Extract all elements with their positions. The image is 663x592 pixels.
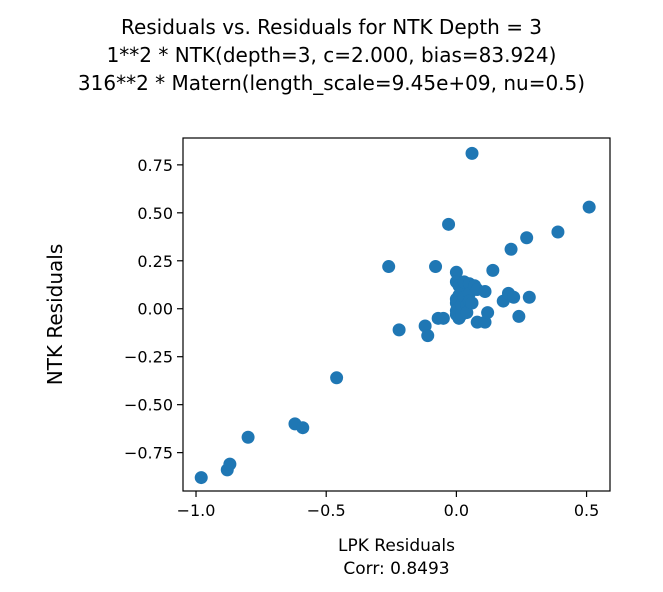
data-point-0 bbox=[194, 471, 208, 485]
data-point-43 bbox=[486, 263, 500, 277]
x-tick-label-3: 0.5 bbox=[574, 501, 599, 520]
x-axis-label: LPK Residuals bbox=[338, 536, 455, 556]
x-axis-ticks: −1.0 −0.5 0.0 0.5 bbox=[177, 491, 599, 520]
y-axis-ticks: −0.75 −0.50 −0.25 0.00 0.25 0.50 0.75 bbox=[124, 156, 183, 463]
y-tick-label-6: 0.75 bbox=[137, 156, 173, 175]
data-point-10 bbox=[421, 329, 435, 343]
data-point-49 bbox=[520, 231, 534, 245]
data-point-46 bbox=[504, 242, 518, 256]
data-point-50 bbox=[522, 290, 536, 304]
chart-title-line-2: 1**2 * NTK(depth=3, c=2.000, bias=83.924… bbox=[107, 43, 557, 67]
data-point-40 bbox=[478, 284, 492, 298]
x-tick-label-1: −0.5 bbox=[307, 501, 346, 520]
data-point-6 bbox=[330, 371, 344, 385]
y-tick-label-3: 0.00 bbox=[137, 300, 173, 319]
y-tick-label-4: 0.25 bbox=[137, 252, 173, 271]
data-point-42 bbox=[481, 306, 495, 320]
y-axis-label: NTK Residuals bbox=[43, 244, 67, 386]
data-point-36 bbox=[465, 146, 479, 160]
y-tick-label-1: −0.50 bbox=[124, 396, 173, 415]
data-point-3 bbox=[241, 430, 255, 444]
y-tick-label-2: −0.25 bbox=[124, 348, 173, 367]
data-point-47 bbox=[507, 290, 521, 304]
data-point-14 bbox=[442, 217, 456, 231]
chart-title-line-3: 316**2 * Matern(length_scale=9.45e+09, n… bbox=[78, 71, 585, 95]
chart-title-line-1: Residuals vs. Residuals for NTK Depth = … bbox=[121, 15, 542, 39]
data-point-15 bbox=[449, 265, 463, 279]
data-point-13 bbox=[436, 311, 450, 325]
data-point-31 bbox=[460, 306, 474, 320]
data-point-35 bbox=[465, 296, 479, 310]
data-point-8 bbox=[392, 323, 406, 337]
data-point-52 bbox=[582, 200, 596, 214]
data-point-2 bbox=[223, 457, 237, 471]
data-points-group bbox=[194, 146, 596, 485]
y-tick-label-0: −0.75 bbox=[124, 444, 173, 463]
data-point-5 bbox=[296, 421, 310, 435]
data-point-11 bbox=[429, 260, 443, 274]
plot-area-frame bbox=[182, 137, 611, 492]
data-point-51 bbox=[551, 225, 565, 239]
x-tick-label-2: 0.0 bbox=[444, 501, 469, 520]
x-tick-label-0: −1.0 bbox=[177, 501, 216, 520]
data-point-7 bbox=[382, 260, 396, 274]
data-point-48 bbox=[512, 309, 526, 323]
y-tick-label-5: 0.50 bbox=[137, 204, 173, 223]
x-axis-sublabel: Corr: 0.8493 bbox=[343, 559, 449, 579]
